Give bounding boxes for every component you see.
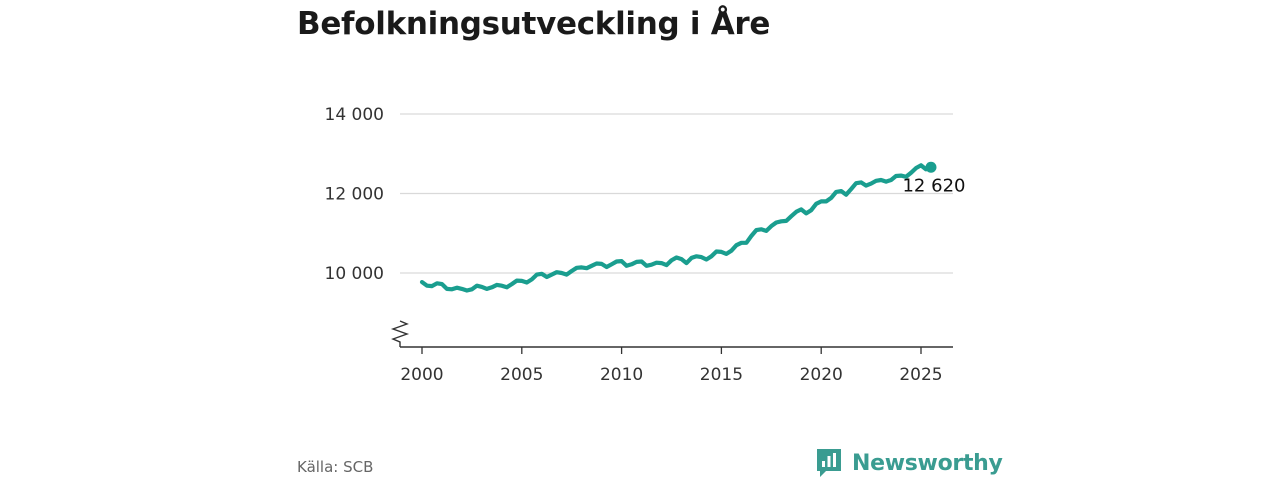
x-ticks: 2000 2005 2010 2015 2020 2025 xyxy=(400,347,943,385)
gridlines xyxy=(400,113,953,274)
y-axis-break-icon xyxy=(390,320,410,347)
end-point xyxy=(925,161,937,173)
brand-logo[interactable]: Newsworthy xyxy=(815,446,1003,480)
x-tick-label: 2005 xyxy=(500,365,543,385)
y-ticks: 10 000 12 000 14 000 xyxy=(325,105,384,284)
x-axis xyxy=(390,320,953,348)
series: 12 620 xyxy=(419,161,965,293)
source-note: Källa: SCB xyxy=(297,458,374,476)
series-line xyxy=(419,163,934,293)
y-tick-label: 12 000 xyxy=(325,185,384,205)
y-tick-label: 10 000 xyxy=(325,264,384,284)
brand-name: Newsworthy xyxy=(852,450,1003,476)
x-tick-label: 2020 xyxy=(800,365,843,385)
x-tick-label: 2010 xyxy=(600,365,643,385)
x-tick-label: 2015 xyxy=(700,365,743,385)
x-tick-label: 2000 xyxy=(400,365,443,385)
end-value-label: 12 620 xyxy=(902,175,965,196)
x-tick-label: 2025 xyxy=(899,365,942,385)
chart-title: Befolkningsutveckling i Åre xyxy=(297,6,771,42)
newsworthy-logo-icon xyxy=(817,449,841,477)
y-tick-label: 14 000 xyxy=(325,105,384,125)
